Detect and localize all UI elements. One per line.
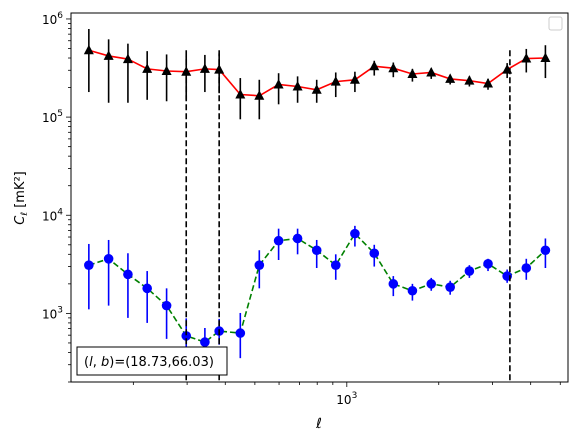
data-point [161, 65, 172, 75]
y-tick-label: 106 [42, 11, 63, 27]
data-point [445, 73, 456, 83]
data-point [292, 81, 303, 91]
y-tick-label: 104 [42, 207, 63, 223]
data-point [254, 260, 265, 270]
data-point [142, 283, 152, 294]
data-point [426, 66, 437, 77]
plot-frame [70, 12, 569, 383]
data-point [273, 78, 284, 89]
data-point [483, 259, 493, 269]
vline-layer [185, 50, 511, 382]
data-point [103, 50, 114, 60]
data-point [388, 62, 399, 73]
data-point [103, 253, 114, 264]
annotation-text: (l, b)=(18.73,66.03) [84, 355, 214, 370]
data-point [369, 60, 380, 71]
data-point [521, 263, 532, 273]
data-point [445, 282, 455, 292]
series-layer [83, 29, 551, 362]
data-point [292, 233, 303, 244]
data-point [142, 63, 153, 73]
data-point [407, 68, 418, 78]
legend-box [548, 16, 563, 31]
data-point [84, 260, 94, 270]
data-point [521, 53, 532, 63]
annotation: (l, b)=(18.73,66.03) [76, 346, 228, 376]
y-axis-label: Cℓ [mK²] [13, 171, 30, 224]
data-point [388, 279, 399, 289]
data-point [407, 285, 418, 296]
data-point [254, 90, 265, 100]
data-point [235, 88, 246, 99]
tick-layer: 103 103 104 105 106 [42, 11, 561, 407]
data-point [181, 331, 192, 341]
x-tick-label: 103 [336, 391, 357, 407]
data-point [540, 52, 551, 63]
data-point [349, 74, 360, 84]
data-point [273, 235, 284, 246]
data-point [483, 77, 494, 88]
data-point [369, 248, 380, 259]
data-point [200, 337, 210, 347]
data-point [311, 84, 322, 94]
data-point [330, 76, 341, 86]
data-point [426, 279, 437, 289]
data-point [330, 260, 341, 270]
data-point [464, 75, 475, 85]
data-point [350, 228, 360, 239]
data-point [161, 300, 172, 311]
data-point [123, 269, 133, 280]
data-point [83, 44, 94, 55]
data-point [464, 266, 475, 276]
data-point [311, 245, 322, 256]
series-1 [84, 225, 551, 362]
x-axis-label: ℓ [315, 416, 322, 432]
series-0 [83, 29, 551, 120]
data-point [235, 328, 246, 338]
data-point [122, 53, 133, 64]
y-tick-label: 103 [42, 305, 63, 321]
data-point [199, 63, 210, 73]
annotation-box [76, 346, 228, 376]
y-tick-label: 105 [42, 109, 63, 125]
data-point [540, 245, 551, 256]
